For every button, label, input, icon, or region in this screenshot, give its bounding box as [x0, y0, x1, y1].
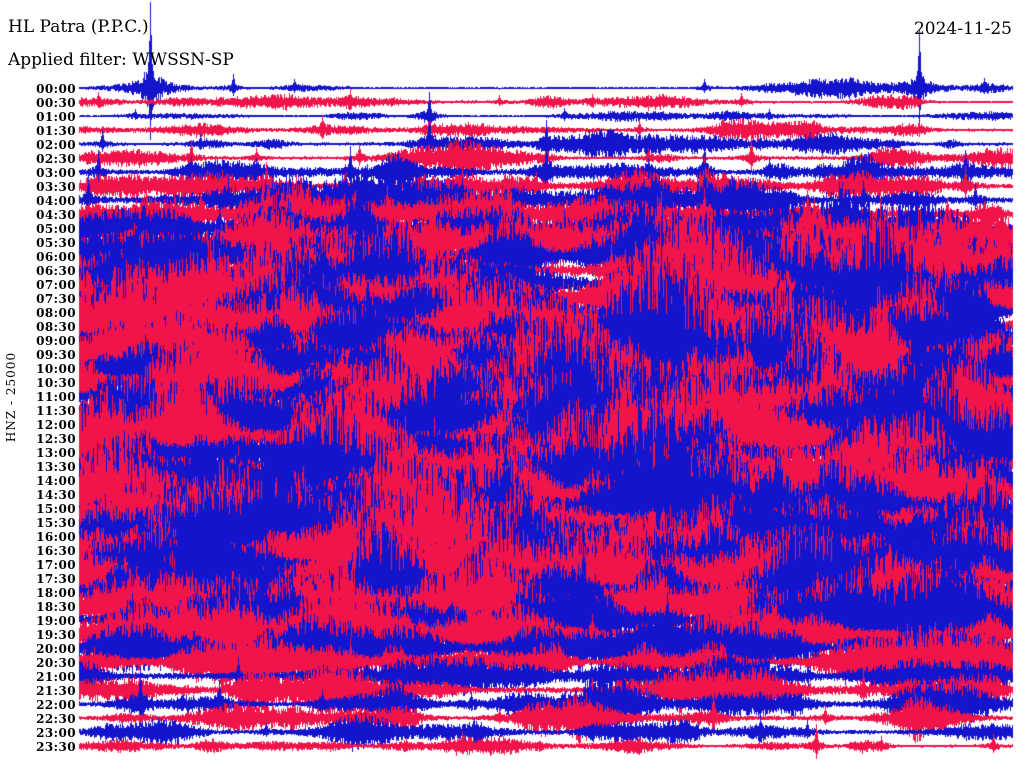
- time-label-16:00: 16:00: [36, 530, 76, 544]
- time-label-15:00: 15:00: [36, 502, 76, 516]
- time-label-10:00: 10:00: [36, 362, 76, 376]
- time-label-04:30: 04:30: [36, 208, 76, 222]
- time-label-14:30: 14:30: [36, 488, 76, 502]
- time-label-02:00: 02:00: [36, 138, 76, 152]
- channel-scale-label: HNZ - 25000: [4, 351, 18, 443]
- time-label-17:30: 17:30: [36, 572, 76, 586]
- time-label-06:00: 06:00: [36, 250, 76, 264]
- time-label-17:00: 17:00: [36, 558, 76, 572]
- time-label-19:30: 19:30: [36, 628, 76, 642]
- time-label-12:00: 12:00: [36, 418, 76, 432]
- time-label-11:30: 11:30: [36, 404, 76, 418]
- applied-filter-label: Applied filter: WWSSN-SP: [8, 50, 234, 70]
- time-label-00:00: 00:00: [36, 82, 76, 96]
- time-label-14:00: 14:00: [36, 474, 76, 488]
- time-label-07:30: 07:30: [36, 292, 76, 306]
- time-label-03:00: 03:00: [36, 166, 76, 180]
- time-label-04:00: 04:00: [36, 194, 76, 208]
- time-label-08:00: 08:00: [36, 306, 76, 320]
- time-label-10:30: 10:30: [36, 376, 76, 390]
- time-label-22:30: 22:30: [36, 712, 76, 726]
- time-label-09:30: 09:30: [36, 348, 76, 362]
- time-label-18:30: 18:30: [36, 600, 76, 614]
- time-label-07:00: 07:00: [36, 278, 76, 292]
- time-label-01:30: 01:30: [36, 124, 76, 138]
- time-label-18:00: 18:00: [36, 586, 76, 600]
- time-label-23:00: 23:00: [36, 726, 76, 740]
- time-label-08:30: 08:30: [36, 320, 76, 334]
- time-label-20:00: 20:00: [36, 642, 76, 656]
- time-label-15:30: 15:30: [36, 516, 76, 530]
- time-label-22:00: 22:00: [36, 698, 76, 712]
- time-label-01:00: 01:00: [36, 110, 76, 124]
- time-label-03:30: 03:30: [36, 180, 76, 194]
- time-label-05:30: 05:30: [36, 236, 76, 250]
- time-label-23:30: 23:30: [36, 740, 76, 754]
- time-label-11:00: 11:00: [36, 390, 76, 404]
- time-label-02:30: 02:30: [36, 152, 76, 166]
- date-label: 2024-11-25: [913, 19, 1012, 39]
- time-label-12:30: 12:30: [36, 432, 76, 446]
- time-label-16:30: 16:30: [36, 544, 76, 558]
- time-label-09:00: 09:00: [36, 334, 76, 348]
- time-label-20:30: 20:30: [36, 656, 76, 670]
- time-label-13:00: 13:00: [36, 446, 76, 460]
- time-label-00:30: 00:30: [36, 96, 76, 110]
- time-label-05:00: 05:00: [36, 222, 76, 236]
- time-label-21:30: 21:30: [36, 684, 76, 698]
- station-title: HL Patra (P.P.C.): [8, 17, 149, 37]
- time-label-21:00: 21:00: [36, 670, 76, 684]
- time-label-19:00: 19:00: [36, 614, 76, 628]
- time-label-13:30: 13:30: [36, 460, 76, 474]
- time-label-06:30: 06:30: [36, 264, 76, 278]
